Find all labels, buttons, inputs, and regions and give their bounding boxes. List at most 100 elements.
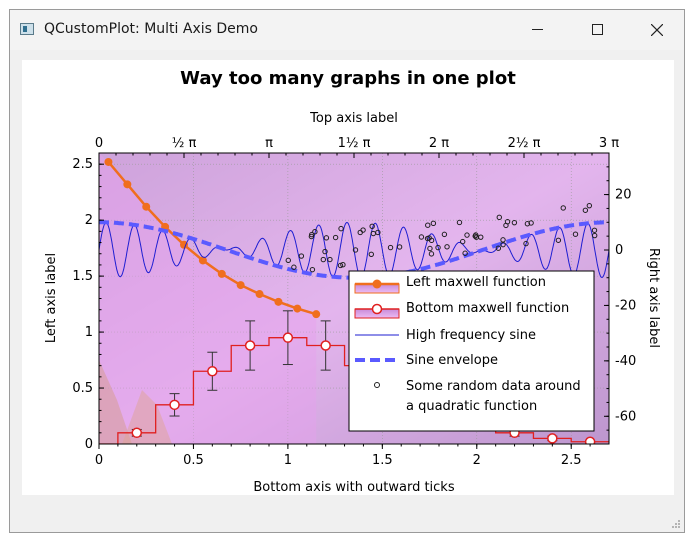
close-button[interactable] — [634, 10, 680, 50]
close-icon — [651, 24, 663, 36]
scatter-point — [528, 220, 534, 226]
scatter-point — [586, 202, 593, 209]
scatter-point — [418, 234, 425, 240]
scatter-point — [572, 231, 579, 237]
scatter-point — [504, 219, 511, 225]
y-tick-label: 0.5 — [72, 381, 93, 396]
y2-tick-label: -20 — [615, 298, 636, 313]
y-tick-label: 0 — [85, 437, 93, 452]
x2-tick-label: 0 — [95, 136, 103, 151]
bottom-axis-label: Bottom axis with outward ticks — [253, 480, 454, 495]
app-icon — [20, 23, 34, 35]
scatter-point — [435, 244, 441, 251]
bottom-maxwell-point — [584, 436, 596, 444]
maximize-button[interactable] — [574, 10, 620, 50]
y-tick-label: 2.5 — [72, 157, 93, 172]
y-tick-label: 1.5 — [72, 269, 93, 284]
scatter-point — [591, 227, 598, 233]
maximize-icon — [592, 24, 603, 35]
legend-item-sine-envelope: Sine envelope — [355, 353, 498, 368]
scatter-point — [478, 234, 484, 240]
left-maxwell-point — [180, 240, 188, 249]
left-maxwell-point — [274, 297, 283, 306]
legend-label: Left maxwell function — [406, 275, 546, 290]
x2-tick-label: 2½ π — [508, 136, 541, 151]
left-maxwell-point — [217, 269, 226, 278]
scatter-point — [309, 266, 316, 273]
x2-tick-label: 2 π — [429, 136, 449, 151]
resize-grip-icon[interactable] — [671, 519, 681, 529]
legend-label: Bottom maxwell function — [406, 301, 569, 316]
title-bar[interactable]: QCustomPlot: Multi Axis Demo — [10, 10, 684, 50]
scatter-point — [430, 220, 437, 227]
left-maxwell-point — [142, 202, 151, 211]
scatter-point — [323, 235, 330, 241]
series-random-scatter — [285, 202, 598, 273]
x2-tick-label: ½ π — [172, 136, 197, 151]
legend-swatch-marker — [374, 382, 380, 388]
scatter-point — [425, 222, 431, 228]
y-tick-label: 1 — [85, 325, 93, 340]
scatter-point — [428, 251, 435, 257]
y-tick-label: 2 — [85, 213, 93, 228]
scatter-point — [337, 262, 344, 269]
bottom-maxwell-point — [169, 399, 180, 411]
scatter-point — [560, 205, 566, 211]
scatter-point — [523, 240, 529, 247]
scatter-point — [473, 232, 479, 238]
scatter-point — [464, 232, 470, 238]
minimize-icon — [532, 29, 543, 30]
legend-box — [348, 270, 595, 432]
legend-swatch-marker — [372, 279, 382, 289]
legend-label: High frequency sine — [406, 328, 536, 343]
scatter-point — [312, 228, 318, 235]
x2-tick-label: π — [265, 136, 273, 151]
scatter-point — [387, 244, 394, 251]
bottom-maxwell-point — [131, 427, 143, 439]
scatter-point — [511, 219, 518, 226]
scatter-point — [320, 256, 326, 263]
series-left-maxwell — [99, 153, 321, 444]
right-axis-label: Right axis label — [646, 248, 661, 348]
chart-canvas: Way too many graphs in one plot Top axis… — [44, 68, 661, 495]
top-axis-label: Top axis label — [309, 111, 398, 126]
plot-widget[interactable]: Way too many graphs in one plot Top axis… — [22, 60, 674, 495]
y2-tick-label: 20 — [615, 188, 632, 203]
x-tick-label: 2 — [473, 453, 481, 468]
legend-item-high-frequency-sine: High frequency sine — [355, 328, 536, 343]
x2-tick-label: 3 π — [599, 136, 619, 151]
scatter-point — [357, 229, 363, 236]
scatter-point — [370, 230, 377, 237]
scatter-point — [396, 244, 403, 250]
left-maxwell-point — [293, 304, 302, 313]
high-frequency-sine-line — [99, 221, 609, 279]
scatter-point — [428, 237, 435, 244]
left-maxwell-fill — [99, 153, 317, 444]
scatter-point — [495, 245, 502, 251]
scatter-point — [291, 264, 297, 270]
scatter-point — [427, 245, 433, 252]
x-tick-label: 1.5 — [372, 453, 393, 468]
scatter-point — [322, 248, 328, 255]
app-window: QCustomPlot: Multi Axis Demo Way too man — [9, 9, 685, 533]
scatter-point — [441, 231, 448, 238]
scatter-point — [352, 247, 359, 253]
scatter-point — [496, 214, 502, 221]
legend-label: Some random data around — [406, 379, 581, 394]
scatter-point — [338, 225, 344, 232]
scatter-point — [524, 221, 531, 227]
scatter-point — [459, 238, 466, 245]
minimize-button[interactable] — [514, 10, 560, 50]
scatter-point — [555, 237, 562, 243]
bottom-maxwell-point — [320, 340, 331, 351]
scatter-point — [462, 250, 468, 256]
scatter-point — [368, 251, 374, 257]
scatter-point — [298, 253, 305, 259]
left-maxwell-point — [312, 310, 321, 319]
scatter-point — [369, 223, 375, 229]
left-maxwell-point — [198, 256, 207, 265]
y2-tick-label: -40 — [615, 354, 636, 369]
legend[interactable]: Left maxwell function Bottom maxwell fun… — [348, 270, 595, 432]
y2-tick-label: 0 — [615, 243, 623, 258]
left-maxwell-point — [104, 157, 113, 166]
